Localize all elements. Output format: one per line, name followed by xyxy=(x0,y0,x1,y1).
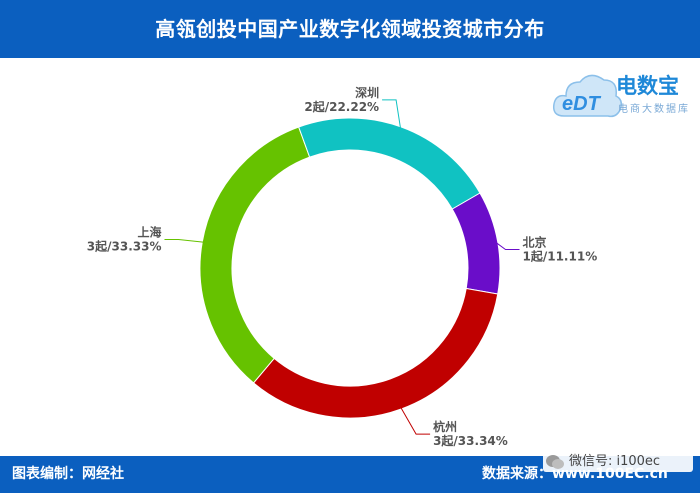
label-value-杭州: 3起/33.34% xyxy=(433,433,508,448)
logo-brand: 电数宝 xyxy=(616,74,679,98)
wechat-icon xyxy=(546,455,564,469)
footer-bar: 图表编制：网经社 数据来源：www.100EC.cn xyxy=(0,456,700,493)
label-city-杭州: 杭州 xyxy=(433,419,457,434)
leader-line-北京 xyxy=(495,241,520,251)
label-value-北京: 1起/11.11% xyxy=(523,249,598,264)
cloud-logo-icon: eDT xyxy=(552,74,623,118)
edt-logo: eDT 电数宝 电商大数据库 xyxy=(550,66,700,126)
slice-深圳 xyxy=(298,117,481,210)
slice-杭州 xyxy=(252,287,499,419)
chart-title: 高瓴创投中国产业数字化领域投资城市分布 xyxy=(155,17,545,41)
wechat-id: 微信号: i100ec xyxy=(569,454,661,469)
logo-subtitle: 电商大数据库 xyxy=(618,104,690,115)
slice-上海 xyxy=(199,126,311,384)
leader-line-深圳 xyxy=(382,99,402,130)
label-city-上海: 上海 xyxy=(137,225,161,240)
leader-line-杭州 xyxy=(400,406,431,435)
footer-source-label: 数据来源： xyxy=(482,466,552,482)
label-city-深圳: 深圳 xyxy=(355,85,379,100)
leader-line-上海 xyxy=(164,239,205,243)
footer-credit: 图表编制：网经社 xyxy=(12,466,124,482)
slice-北京 xyxy=(451,192,501,295)
label-city-北京: 北京 xyxy=(523,235,547,250)
logo-mark: eDT xyxy=(562,93,602,115)
title-bar: 高瓴创投中国产业数字化领域投资城市分布 xyxy=(0,0,700,58)
label-value-上海: 3起/33.33% xyxy=(87,239,162,254)
wechat-watermark: 微信号: i100ec xyxy=(543,452,693,472)
label-value-深圳: 2起/22.22% xyxy=(304,99,379,114)
